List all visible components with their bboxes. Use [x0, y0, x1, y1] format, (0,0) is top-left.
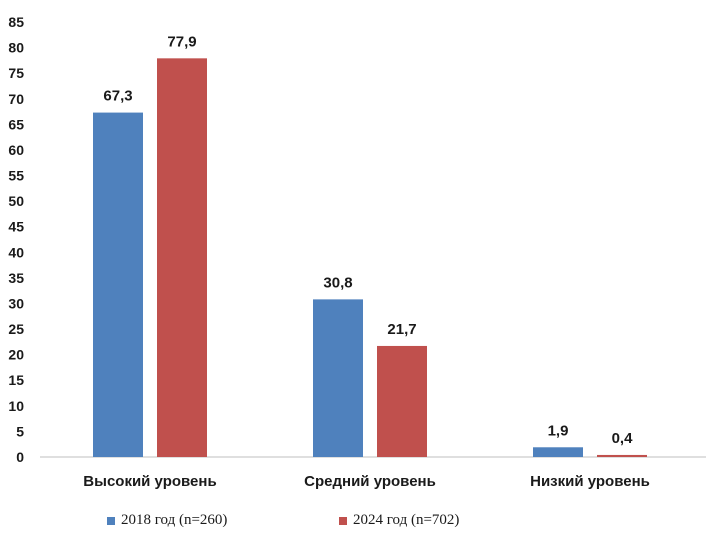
y-tick-label: 80: [8, 40, 24, 56]
category-labels: Высокий уровень Средний уровень Низкий уро…: [83, 473, 650, 490]
bar: [313, 299, 363, 457]
y-tick-label: 35: [8, 270, 24, 286]
y-tick-label: 0: [16, 449, 24, 465]
data-label: 30,8: [323, 274, 352, 291]
y-axis-ticks: 0 5 10 15 20 25 30 35 40 45 50 55 60 65 70 75 80 85: [8, 14, 24, 465]
data-label: 77,9: [167, 33, 196, 50]
legend-item-2018: 2018 год (n=260): [107, 512, 227, 529]
y-tick-label: 50: [8, 193, 24, 209]
data-label: 0,4: [612, 430, 634, 447]
data-label: 67,3: [103, 88, 132, 105]
bar: [377, 345, 427, 457]
y-tick-label: 10: [8, 398, 24, 414]
data-label: 1,9: [548, 422, 569, 439]
y-tick-label: 15: [8, 372, 24, 388]
data-label: 21,7: [387, 321, 416, 338]
y-tick-label: 70: [8, 91, 24, 107]
data-labels: 67,3 77,9 30,8 21,7 1,9 0,4: [103, 33, 633, 447]
bar: [157, 58, 207, 457]
y-tick-label: 85: [8, 14, 24, 30]
bar-chart: 0 5 10 15 20 25 30 35 40 45 50 55 60 65 70 75 80 85 67,3 7…: [8, 14, 706, 490]
bar: [533, 447, 583, 457]
legend-item-2024: 2024 год (n=702): [339, 512, 459, 529]
bars: [93, 58, 647, 458]
bar: [93, 112, 143, 458]
legend-label-2018: 2018 год (n=260): [121, 512, 228, 528]
y-tick-label: 30: [8, 295, 24, 311]
y-tick-label: 55: [8, 168, 24, 184]
bar: [597, 454, 647, 457]
y-tick-label: 45: [8, 219, 24, 235]
y-tick-label: 25: [8, 321, 24, 337]
y-tick-label: 5: [16, 423, 24, 439]
legend-swatch-2024: [339, 516, 347, 525]
category-label: Средний уровень: [304, 473, 436, 490]
category-label: Низкий уровень: [530, 473, 650, 490]
y-tick-label: 65: [8, 116, 24, 132]
y-tick-label: 40: [8, 244, 24, 260]
legend: 2018 год (n=260) 2024 год (n=702): [0, 512, 709, 536]
y-tick-label: 20: [8, 347, 24, 363]
y-tick-label: 75: [8, 65, 24, 81]
legend-label-2024: 2024 год (n=702): [353, 512, 460, 528]
y-tick-label: 60: [8, 142, 24, 158]
legend-swatch-2018: [107, 516, 115, 525]
category-label: Высокий уровень: [83, 473, 216, 490]
